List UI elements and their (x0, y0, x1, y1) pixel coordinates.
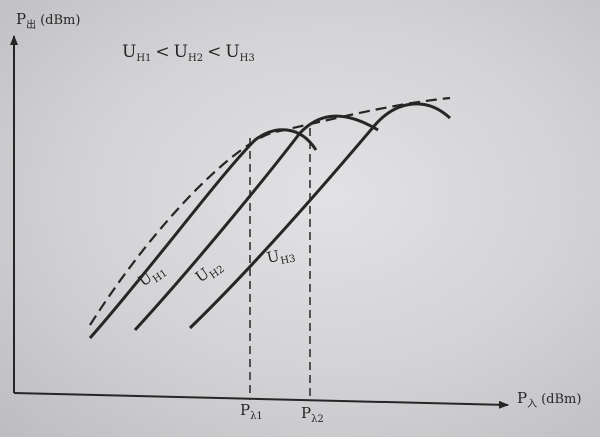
dashed-envelope-curve (89, 96, 451, 326)
curve-uh2 (133, 114, 379, 332)
condition-lt1: < (155, 42, 169, 62)
condition-lt2: < (207, 42, 221, 62)
marker-label-p2: Pλ2 (301, 404, 324, 425)
marker-label-p1-subscript: λ1 (250, 411, 263, 422)
curve-label-uh3-subscript: H3 (280, 253, 297, 267)
y-axis-symbol: P (16, 10, 26, 28)
condition-label: UH1 < UH2 < UH3 (122, 42, 255, 64)
marker-label-p1: Pλ1 (240, 401, 263, 422)
condition-u3: U (225, 42, 239, 62)
x-axis-symbol: P (517, 389, 527, 407)
x-axis (13, 392, 509, 409)
condition-h1: H1 (136, 53, 151, 64)
marker-label-p2-symbol: P (301, 404, 311, 422)
x-axis-label: P入 (dBm) (517, 389, 581, 410)
condition-h2: H2 (188, 53, 203, 64)
condition-u1: U (122, 42, 136, 62)
curve-label-uh3-symbol: U (265, 247, 281, 267)
condition-h3: H3 (240, 53, 255, 64)
condition-u2: U (174, 42, 188, 62)
curve-uh3 (188, 102, 452, 330)
curve-label-uh3: UH3 (265, 244, 297, 270)
x-axis-unit: (dBm) (541, 392, 581, 407)
marker-label-p1-symbol: P (240, 401, 250, 419)
y-axis-subscript: 出 (26, 18, 36, 31)
y-axis-unit: (dBm) (40, 13, 80, 28)
marker-label-p2-subscript: λ2 (311, 414, 324, 425)
x-axis-subscript: 入 (527, 399, 537, 410)
y-axis-label: P出 (dBm) (16, 10, 80, 31)
curve-uh1 (88, 128, 318, 339)
